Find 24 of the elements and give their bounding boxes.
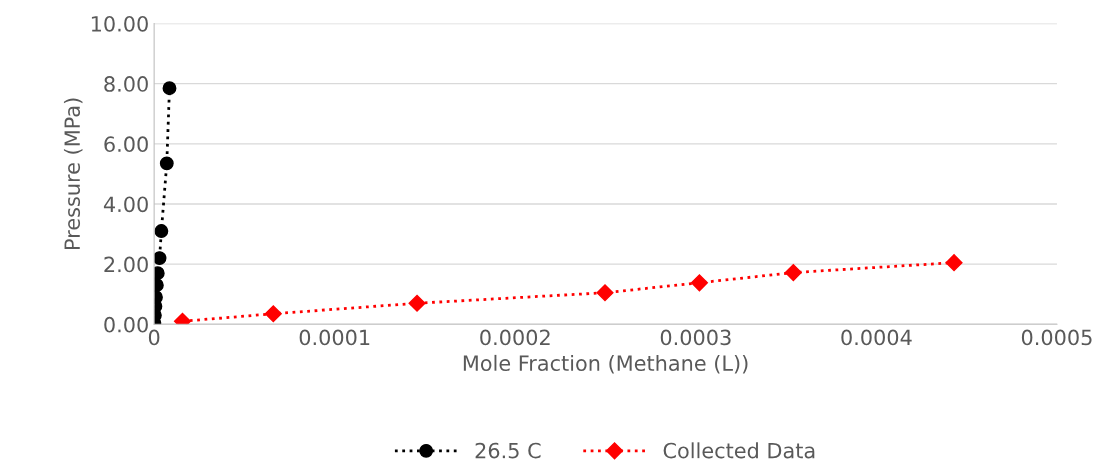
x-tick-label: 0.0001 bbox=[299, 329, 370, 346]
x-tick-label: 0.0003 bbox=[660, 329, 731, 346]
point bbox=[264, 305, 282, 323]
y-tick-label: 4.00 bbox=[103, 196, 148, 213]
legend-label: 26.5 C bbox=[475, 442, 541, 459]
x-tick-label: 0 bbox=[148, 329, 160, 346]
y-tick-label: 6.00 bbox=[104, 136, 148, 153]
y-tick-label: 2.00 bbox=[104, 256, 148, 273]
x-tick-label: 0.0005 bbox=[1021, 329, 1092, 346]
y-tick-label: 10.00 bbox=[91, 15, 148, 32]
point bbox=[784, 264, 802, 282]
point bbox=[945, 254, 963, 272]
point bbox=[408, 294, 426, 312]
legend-label: Collected Data bbox=[663, 442, 815, 459]
point bbox=[690, 274, 708, 292]
point bbox=[154, 251, 167, 266]
y-tick-label: 8.00 bbox=[104, 76, 148, 92]
x-tick-label: 0.0004 bbox=[841, 329, 912, 346]
y-tick-label: 0.00 bbox=[104, 316, 148, 333]
point bbox=[154, 266, 165, 281]
y-axis-title: Pressure (MPa) bbox=[63, 98, 83, 249]
x-axis-title: Mole Fraction (Methane (L)) bbox=[463, 354, 748, 374]
x-tick-label: 0.0002 bbox=[480, 329, 550, 346]
point bbox=[596, 284, 614, 302]
